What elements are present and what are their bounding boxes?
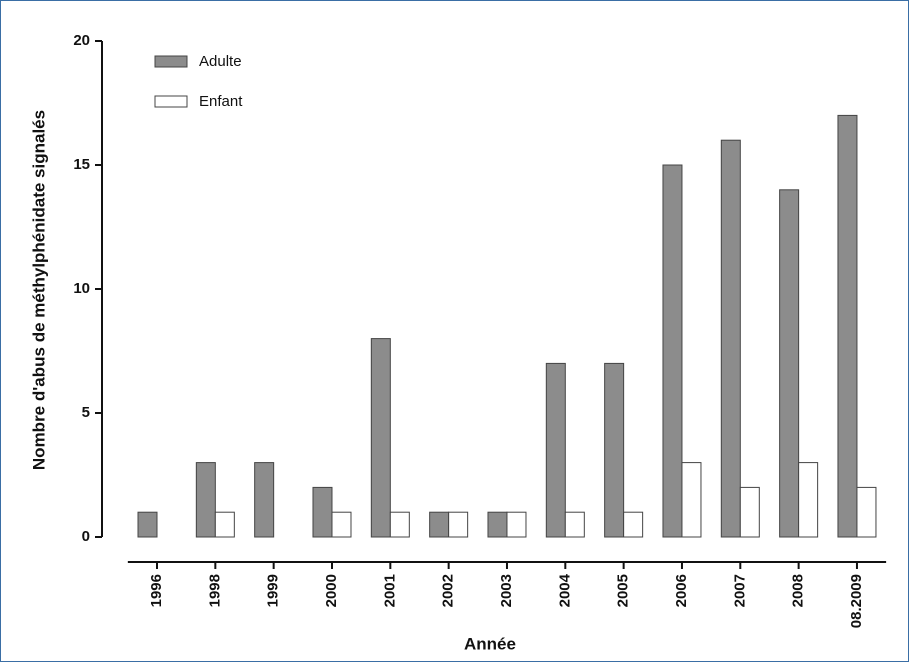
legend-label: Adulte <box>199 53 242 70</box>
bar <box>720 139 741 538</box>
x-tick-label: 2003 <box>498 574 515 607</box>
bar <box>195 462 216 538</box>
bar <box>779 189 800 538</box>
bar <box>837 114 858 538</box>
y-tick-label: 5 <box>82 404 90 421</box>
x-tick-label: 2004 <box>556 573 573 607</box>
bar <box>798 462 819 538</box>
x-tick-label: 2007 <box>731 574 748 607</box>
bar <box>681 462 702 538</box>
bar <box>448 511 469 538</box>
bar <box>214 511 235 538</box>
bar <box>370 338 391 538</box>
bar <box>312 486 333 538</box>
y-tick-label: 20 <box>73 32 90 49</box>
bar <box>254 462 275 538</box>
x-tick-label: 08.2009 <box>848 574 865 628</box>
bar <box>739 486 760 538</box>
legend-swatch <box>154 55 188 68</box>
bar <box>331 511 352 538</box>
y-tick-label: 15 <box>73 156 90 173</box>
x-tick-label: 2008 <box>790 574 807 607</box>
x-tick-label: 2002 <box>440 574 457 607</box>
x-tick-label: 1996 <box>148 574 165 607</box>
legend-label: Enfant <box>199 93 243 110</box>
x-tick-label: 2006 <box>673 574 690 607</box>
bar <box>564 511 585 538</box>
x-axis-title: Année <box>464 634 516 653</box>
bar <box>604 362 625 538</box>
x-tick-label: 2000 <box>323 574 340 607</box>
bar <box>623 511 644 538</box>
x-tick-label: 1999 <box>265 574 282 607</box>
bar <box>429 511 450 538</box>
x-tick-label: 2005 <box>615 574 632 607</box>
bar <box>487 511 508 538</box>
bar <box>856 486 877 538</box>
bar <box>506 511 527 538</box>
bar <box>662 164 683 538</box>
x-tick-label: 1998 <box>206 574 223 607</box>
bar <box>389 511 410 538</box>
y-tick-label: 10 <box>73 280 90 297</box>
legend-swatch <box>154 95 188 108</box>
y-axis-title: Nombre d'abus de méthylphénidate signalé… <box>29 110 48 470</box>
bar <box>137 511 158 538</box>
y-tick-label: 0 <box>82 528 90 545</box>
x-tick-label: 2001 <box>381 574 398 607</box>
bar <box>545 362 566 538</box>
